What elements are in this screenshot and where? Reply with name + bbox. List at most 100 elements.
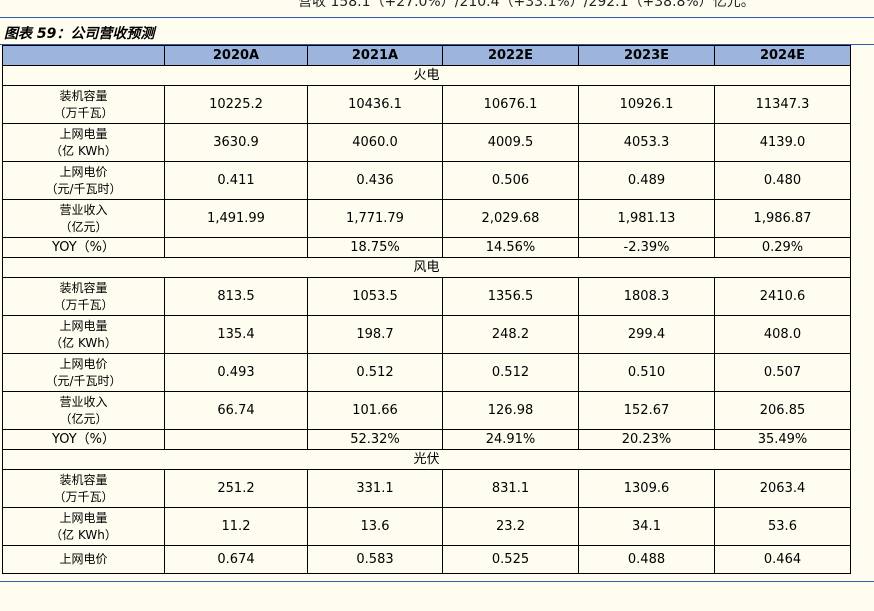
value-cell: 1356.5: [442, 277, 579, 316]
table-row: 上网电量 （亿 KWh） 3630.9 4060.0 4009.5 4053.3 4139.…: [2, 123, 851, 162]
row-label: 上网电价 （元/千瓦时）: [2, 353, 165, 392]
value-cell: 2,029.68: [442, 199, 579, 238]
row-label-line2: （万千瓦）: [53, 489, 114, 504]
row-label-line1: 上网电价: [59, 164, 108, 179]
section-row: 火电: [2, 65, 851, 86]
value-cell: 1053.5: [307, 277, 443, 316]
value-cell: 0.506: [442, 161, 579, 200]
row-label: 装机容量 （万千瓦）: [2, 277, 165, 316]
value-cell: 299.4: [578, 315, 715, 354]
value-cell: 10225.2: [164, 85, 308, 124]
row-label: 装机容量 （万千瓦）: [2, 85, 165, 124]
value-cell: 0.493: [164, 353, 308, 392]
value-cell: 101.66: [307, 391, 443, 430]
section-row: 光伏: [2, 449, 851, 470]
value-cell: 4139.0: [714, 123, 851, 162]
row-label-line2: （亿 KWh）: [50, 527, 117, 542]
value-cell: 0.488: [578, 545, 715, 574]
value-cell: 126.98: [442, 391, 579, 430]
value-cell: 4009.5: [442, 123, 579, 162]
header-cell: [2, 45, 165, 66]
row-label: 营业收入 （亿元）: [2, 391, 165, 430]
section-title: 风电: [2, 257, 851, 278]
yoy-cell: 35.49%: [714, 429, 851, 450]
caption-top-rule: [0, 17, 874, 18]
row-label: 装机容量 （万千瓦）: [2, 469, 165, 508]
row-label-line1: 装机容量: [59, 280, 108, 295]
revenue-forecast-table: 2020A 2021A 2022E 2023E 2024E 火电 装机容量 （万千瓦…: [2, 45, 851, 574]
value-cell: 248.2: [442, 315, 579, 354]
row-label-line2: （万千瓦）: [53, 297, 114, 312]
value-cell: 408.0: [714, 315, 851, 354]
value-cell: 0.512: [307, 353, 443, 392]
value-cell: 53.6: [714, 507, 851, 546]
value-cell: 0.464: [714, 545, 851, 574]
value-cell: 0.583: [307, 545, 443, 574]
row-label: 上网电价 （元/千瓦时）: [2, 161, 165, 200]
header-cell: 2021A: [307, 45, 443, 66]
table-row: 营业收入 （亿元） 1,491.99 1,771.79 2,029.68 1,981.13…: [2, 199, 851, 238]
value-cell: 1,981.13: [578, 199, 715, 238]
header-cell: 2023E: [578, 45, 715, 66]
row-label-line2: （亿元）: [59, 219, 108, 234]
yoy-row: YOY（%） 18.75% 14.56% -2.39% 0.29%: [2, 237, 851, 258]
value-cell: 0.436: [307, 161, 443, 200]
table-row: 上网电价 （元/千瓦时） 0.411 0.436 0.506 0.489 0.480: [2, 161, 851, 200]
row-label-line2: （元/千瓦时）: [45, 373, 122, 388]
table-row: 上网电价 0.674 0.583 0.525 0.488 0.464: [2, 545, 851, 574]
value-cell: 0.480: [714, 161, 851, 200]
value-cell: 2410.6: [714, 277, 851, 316]
value-cell: 11347.3: [714, 85, 851, 124]
value-cell: 251.2: [164, 469, 308, 508]
value-cell: 0.512: [442, 353, 579, 392]
value-cell: 1,986.87: [714, 199, 851, 238]
table-row: 上网电量 （亿 KWh） 135.4 198.7 248.2 299.4 408.0: [2, 315, 851, 354]
value-cell: 13.6: [307, 507, 443, 546]
row-label-line2: （亿 KWh）: [50, 143, 117, 158]
row-label-line1: 上网电价: [59, 356, 108, 371]
yoy-cell: [164, 237, 308, 258]
yoy-cell: -2.39%: [578, 237, 715, 258]
value-cell: 198.7: [307, 315, 443, 354]
value-cell: 0.510: [578, 353, 715, 392]
value-cell: 206.85: [714, 391, 851, 430]
header-cell: 2024E: [714, 45, 851, 66]
value-cell: 34.1: [578, 507, 715, 546]
table-caption: 图表 59：公司营收预测: [4, 26, 155, 42]
value-cell: 152.67: [578, 391, 715, 430]
section-title: 火电: [2, 65, 851, 86]
value-cell: 10436.1: [307, 85, 443, 124]
table-row: 装机容量 （万千瓦） 813.5 1053.5 1356.5 1808.3 2410.6: [2, 277, 851, 316]
yoy-cell: 52.32%: [307, 429, 443, 450]
value-cell: 1309.6: [578, 469, 715, 508]
row-label-line1: 上网电量: [59, 510, 108, 525]
table-row: 装机容量 （万千瓦） 10225.2 10436.1 10676.1 10926.1 113…: [2, 85, 851, 124]
row-label-line2: （元/千瓦时）: [45, 181, 122, 196]
table-row: 上网电价 （元/千瓦时） 0.493 0.512 0.512 0.510 0.507: [2, 353, 851, 392]
body-text-line: 营收 158.1（+27.0%）/210.4（+33.1%）/292.1（+38…: [298, 0, 755, 10]
value-cell: 1808.3: [578, 277, 715, 316]
value-cell: 10926.1: [578, 85, 715, 124]
value-cell: 66.74: [164, 391, 308, 430]
table-row: 装机容量 （万千瓦） 251.2 331.1 831.1 1309.6 2063.4: [2, 469, 851, 508]
row-label-line1: 装机容量: [59, 88, 108, 103]
yoy-cell: 14.56%: [442, 237, 579, 258]
row-label-line1: 营业收入: [59, 394, 108, 409]
row-label-line1: 装机容量: [59, 472, 108, 487]
value-cell: 4053.3: [578, 123, 715, 162]
value-cell: 1,491.99: [164, 199, 308, 238]
row-label-line2: （万千瓦）: [53, 105, 114, 120]
table-row: 营业收入 （亿元） 66.74 101.66 126.98 152.67 206.85: [2, 391, 851, 430]
header-cell: 2020A: [164, 45, 308, 66]
table-top-rule: [0, 44, 874, 45]
yoy-label: YOY（%）: [2, 237, 165, 258]
value-cell: 135.4: [164, 315, 308, 354]
value-cell: 331.1: [307, 469, 443, 508]
yoy-cell: 0.29%: [714, 237, 851, 258]
value-cell: 813.5: [164, 277, 308, 316]
value-cell: 11.2: [164, 507, 308, 546]
value-cell: 0.489: [578, 161, 715, 200]
row-label-line1: 营业收入: [59, 202, 108, 217]
table-bottom-rule: [0, 581, 874, 582]
value-cell: 23.2: [442, 507, 579, 546]
